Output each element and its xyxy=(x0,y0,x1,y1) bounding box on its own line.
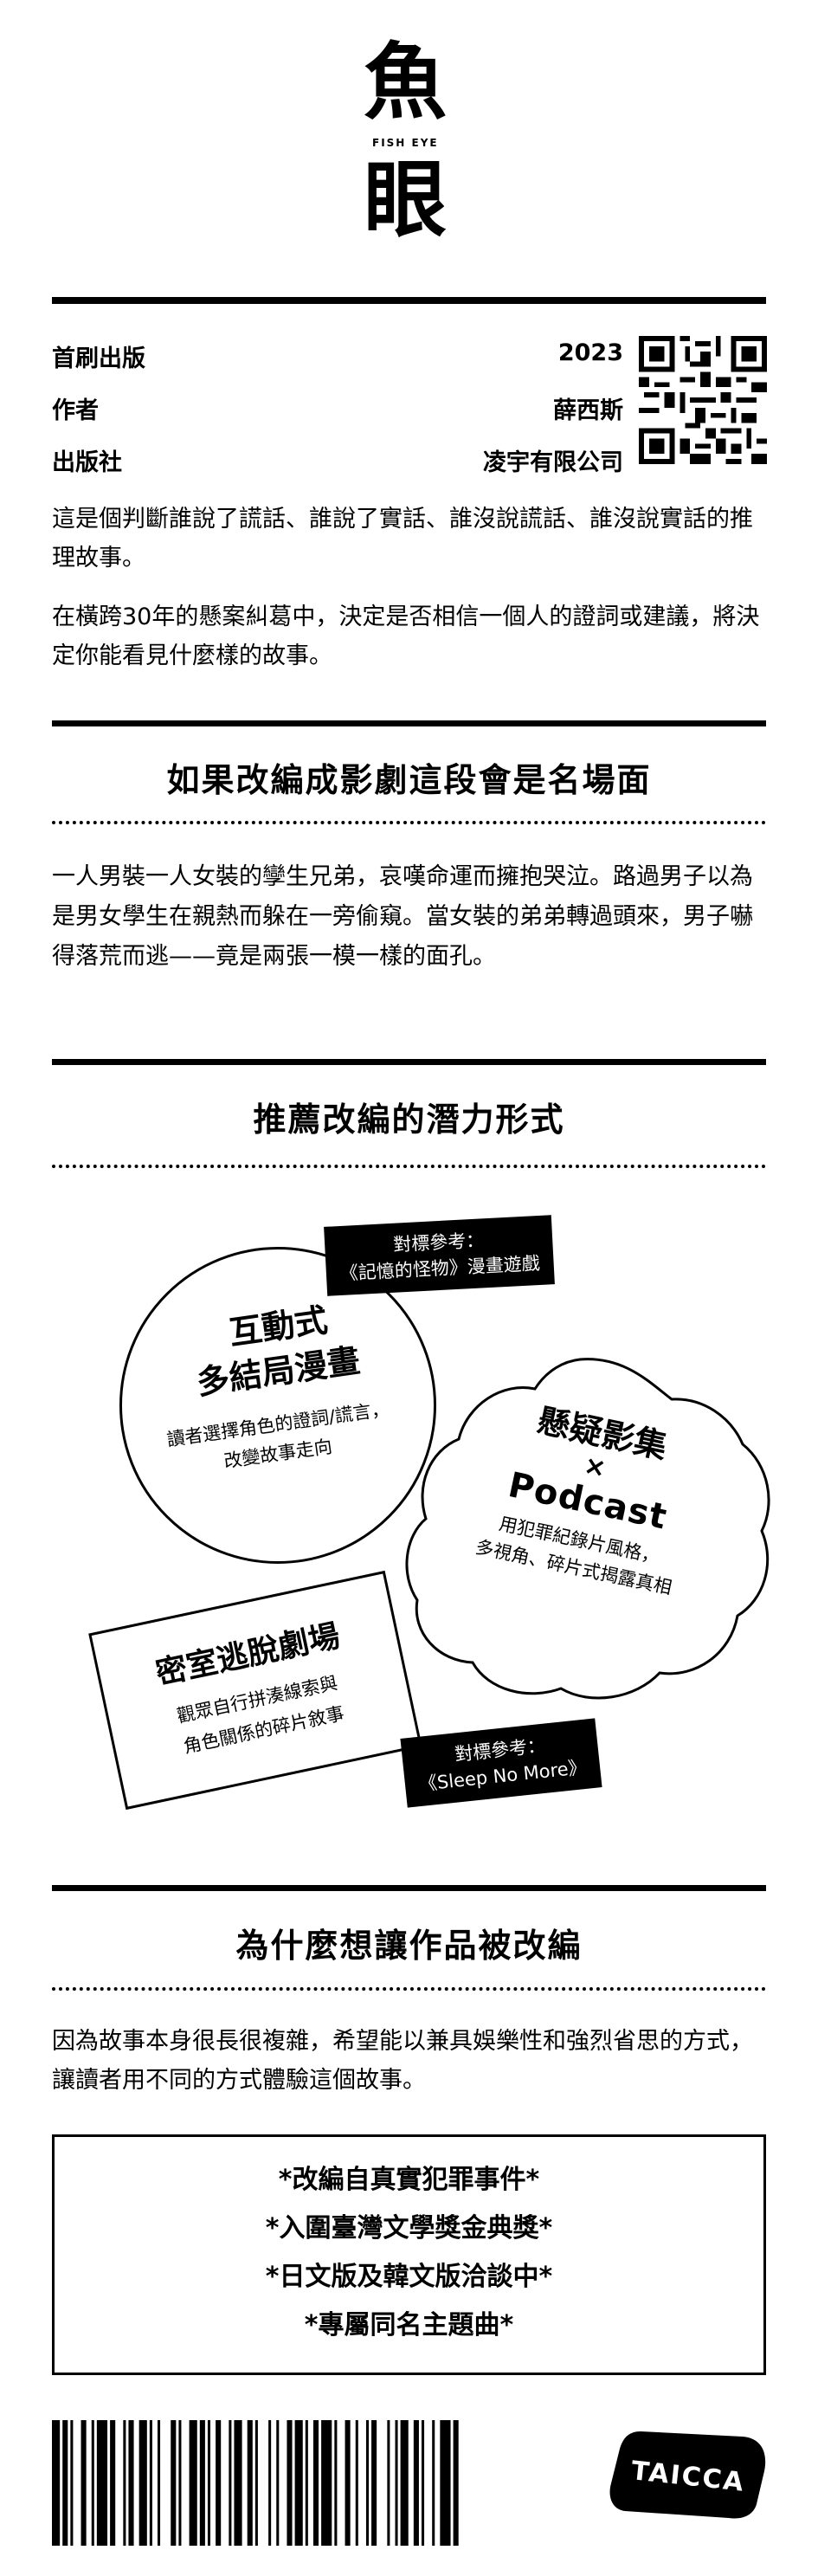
meta-label: 出版社 xyxy=(52,449,122,476)
logo-eye-char: 眼 xyxy=(364,151,447,249)
meta-value: 薛西斯 xyxy=(553,397,623,424)
meta-value: 凌宇有限公司 xyxy=(483,449,623,476)
reference-tag-2: 對標參考： 《Sleep No More》 xyxy=(400,1718,602,1808)
meta-label: 首刷出版 xyxy=(52,345,145,372)
logo-subtitle: FISH EYE xyxy=(372,137,439,149)
barcode-icon xyxy=(52,2420,459,2546)
book-meta: 首刷出版 2023 作者 薛西斯 出版社 凌宇有限公司 xyxy=(52,339,623,495)
intro-paragraph-1: 這是個判斷誰說了謊話、誰說了實話、誰沒說謊話、誰沒說實話的推理故事。 xyxy=(52,506,753,571)
section3-dots xyxy=(52,1987,766,1991)
section3-rule xyxy=(52,1885,766,1891)
section2-rule xyxy=(52,1059,766,1065)
section1-dots xyxy=(52,821,766,824)
section2-dots xyxy=(52,1165,766,1168)
section2-title: 推薦改編的潛力形式 xyxy=(253,1101,565,1139)
fish-eye-logo: 魚 FISH EYE 眼 xyxy=(339,35,478,251)
section3-title: 為什麼想讓作品被改編 xyxy=(235,1927,583,1965)
taicca-logo: TAICCA xyxy=(609,2431,766,2519)
podcast-blob-shape xyxy=(405,1358,770,1700)
logo-fish-char: 魚 xyxy=(364,33,447,131)
highlight-item: *入圍臺灣文學獎金典獎* xyxy=(265,2213,553,2244)
reference-tag-1: 對標參考： 《記憶的怪物》漫畫遊戲 xyxy=(324,1215,555,1296)
section3-body: 因為故事本身很長很複雜，希望能以兼具娛樂性和強烈省思的方式，讓讀者用不同的方式體… xyxy=(52,2028,753,2094)
highlight-item: *改編自真實犯罪事件* xyxy=(278,2165,540,2195)
section1-title: 如果改編成影劇這段會是名場面 xyxy=(166,761,652,799)
highlights-box: *改編自真實犯罪事件* *入圍臺灣文學獎金典獎* *日文版及韓文版洽談中* *專… xyxy=(52,2134,766,2375)
meta-label: 作者 xyxy=(52,397,99,424)
top-rule xyxy=(52,297,766,304)
meta-row-first-edition: 首刷出版 2023 xyxy=(52,339,623,391)
section1-rule xyxy=(52,720,766,726)
highlight-item: *日文版及韓文版洽談中* xyxy=(265,2262,553,2292)
meta-row-publisher: 出版社 凌宇有限公司 xyxy=(52,443,623,495)
qr-code-icon xyxy=(639,336,767,464)
interactive-comic-circle: 互動式 多結局漫畫 讀者選擇角色的證詞/謊言， 改變故事走向 xyxy=(119,1247,436,1564)
section1-body: 一人男裝一人女裝的孿生兄弟，哀嘆命運而擁抱哭泣。路過男子以為是男女學生在親熱而躲… xyxy=(52,863,753,970)
intro-paragraph-2: 在橫跨30年的懸案糾葛中，決定是否相信一個人的證詞或建議，將決定你能看見什麼樣的… xyxy=(52,604,760,669)
meta-row-author: 作者 薛西斯 xyxy=(52,391,623,443)
highlight-item: *專屬同名主題曲* xyxy=(304,2310,514,2340)
meta-value: 2023 xyxy=(557,339,623,366)
escape-room-box: 密室逃脫劇場 觀眾自行拼湊線索與 角色關係的碎片敘事 xyxy=(88,1570,422,1811)
